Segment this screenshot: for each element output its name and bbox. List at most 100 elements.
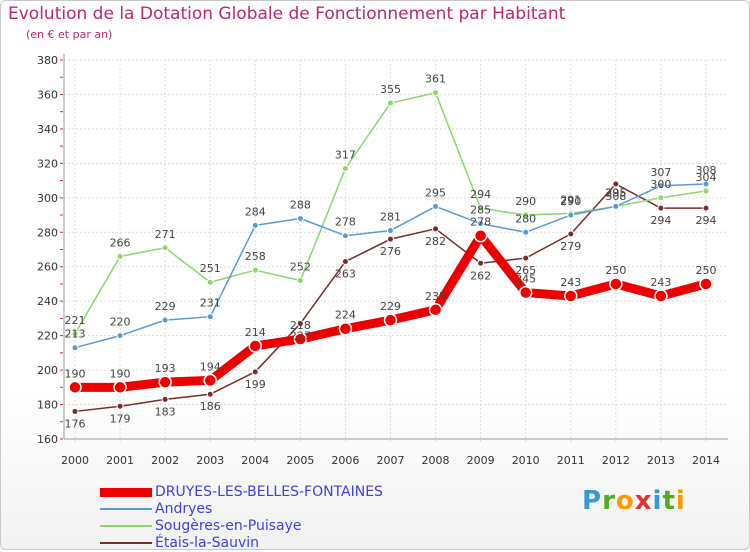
legend-label: Sougères-en-Puisaye bbox=[155, 518, 302, 534]
data-point bbox=[296, 214, 304, 222]
data-point bbox=[383, 313, 398, 327]
x-tick-label: 2008 bbox=[422, 454, 450, 467]
data-point bbox=[341, 232, 349, 240]
x-tick-label: 2000 bbox=[61, 454, 89, 467]
data-label: 355 bbox=[380, 83, 401, 96]
data-point bbox=[477, 259, 485, 267]
data-label: 282 bbox=[425, 235, 446, 248]
data-label: 179 bbox=[110, 412, 131, 425]
data-label: 176 bbox=[65, 417, 86, 430]
y-tick-label: 200 bbox=[37, 364, 58, 377]
data-label: 243 bbox=[560, 276, 581, 289]
y-tick-label: 260 bbox=[37, 261, 58, 274]
legend-label: Étais-la-Sauvin bbox=[155, 535, 260, 551]
y-tick-label: 280 bbox=[37, 226, 58, 239]
data-label: 300 bbox=[650, 178, 671, 191]
data-point bbox=[71, 330, 79, 338]
data-point bbox=[206, 390, 214, 398]
data-label: 263 bbox=[335, 268, 356, 281]
data-point bbox=[432, 89, 440, 97]
data-point bbox=[567, 211, 575, 219]
data-point bbox=[386, 99, 394, 107]
data-label: 183 bbox=[155, 405, 176, 418]
data-label: 276 bbox=[380, 245, 401, 258]
data-point bbox=[338, 321, 353, 336]
data-label: 214 bbox=[245, 326, 266, 339]
data-label: 186 bbox=[200, 400, 221, 413]
data-point bbox=[386, 235, 394, 243]
data-label: 250 bbox=[605, 264, 626, 277]
data-point bbox=[477, 204, 485, 212]
data-label: 361 bbox=[425, 73, 446, 86]
data-point bbox=[657, 204, 665, 212]
data-label: 199 bbox=[245, 378, 266, 391]
data-label: 227 bbox=[290, 330, 311, 343]
data-point bbox=[473, 228, 488, 243]
chart-title: Evolution de la Dotation Globale de Fonc… bbox=[8, 4, 566, 24]
data-point bbox=[657, 182, 665, 190]
data-label: 281 bbox=[380, 211, 401, 224]
x-tick-label: 2003 bbox=[196, 454, 224, 467]
x-tick-label: 2013 bbox=[647, 454, 675, 467]
y-tick-label: 380 bbox=[37, 54, 58, 67]
data-point bbox=[428, 303, 443, 317]
data-point bbox=[702, 204, 710, 212]
x-tick-label: 2010 bbox=[512, 454, 540, 467]
data-label: 252 bbox=[290, 261, 311, 274]
data-label: 229 bbox=[380, 300, 401, 313]
data-label: 295 bbox=[425, 186, 446, 199]
data-point bbox=[341, 165, 349, 173]
chart-subtitle: (en € et par an) bbox=[26, 28, 113, 41]
data-label: 266 bbox=[110, 236, 131, 249]
data-point bbox=[702, 187, 710, 195]
x-tick-label: 2005 bbox=[286, 454, 314, 467]
data-point bbox=[293, 332, 308, 346]
data-point bbox=[341, 258, 349, 266]
data-label: 294 bbox=[695, 214, 716, 227]
data-label: 218 bbox=[290, 319, 311, 332]
proxiti-logo: Proxiti bbox=[582, 486, 686, 516]
data-label: 308 bbox=[695, 164, 716, 177]
data-point bbox=[116, 252, 124, 260]
data-label: 278 bbox=[470, 216, 491, 229]
data-label: 258 bbox=[245, 250, 266, 263]
data-label: 304 bbox=[695, 171, 716, 184]
data-label: 288 bbox=[290, 198, 311, 211]
y-tick-label: 160 bbox=[37, 433, 58, 446]
data-label: 284 bbox=[245, 205, 266, 218]
legend-label: Andryes bbox=[155, 501, 213, 517]
data-point bbox=[203, 373, 217, 388]
data-point bbox=[71, 344, 79, 352]
data-point bbox=[432, 225, 440, 233]
legend-swatch bbox=[100, 542, 152, 544]
data-point bbox=[522, 228, 530, 236]
data-label: 295 bbox=[605, 186, 626, 199]
x-tick-label: 2009 bbox=[467, 454, 495, 467]
data-label: 250 bbox=[695, 264, 716, 277]
x-tick-label: 2012 bbox=[602, 454, 630, 467]
data-label: 290 bbox=[560, 195, 581, 208]
data-point bbox=[206, 278, 214, 286]
data-label: 285 bbox=[470, 204, 491, 217]
data-label: 280 bbox=[515, 212, 536, 225]
data-point bbox=[654, 289, 668, 303]
data-label: 295 bbox=[605, 186, 626, 199]
data-label: 294 bbox=[650, 214, 671, 227]
data-point bbox=[161, 395, 169, 403]
data-point bbox=[477, 220, 485, 228]
data-point bbox=[161, 316, 169, 324]
data-point bbox=[206, 313, 214, 321]
legend-swatch bbox=[100, 487, 152, 497]
data-label: 190 bbox=[110, 367, 131, 380]
data-point bbox=[68, 380, 82, 395]
data-label: 262 bbox=[470, 269, 491, 282]
data-label: 251 bbox=[200, 262, 221, 275]
x-tick-label: 2004 bbox=[241, 454, 269, 467]
data-label: 235 bbox=[425, 290, 446, 303]
data-point bbox=[251, 368, 259, 376]
y-tick-label: 340 bbox=[37, 123, 58, 136]
y-tick-label: 360 bbox=[37, 88, 58, 101]
data-point bbox=[116, 402, 124, 410]
